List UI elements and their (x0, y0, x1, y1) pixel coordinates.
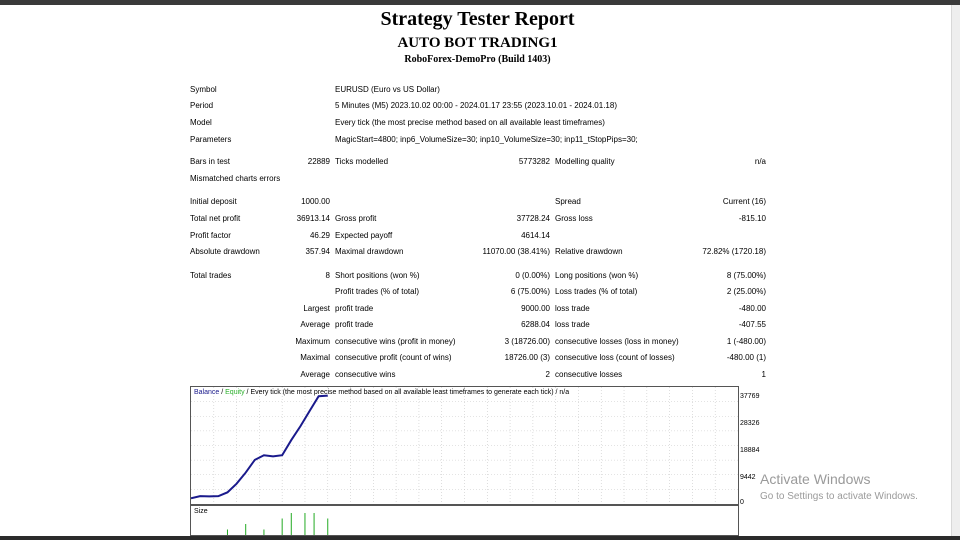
average-profit-label: profit trade (335, 320, 374, 329)
largest-label: Largest (303, 304, 330, 313)
max-drawdown-label: Maximal drawdown (335, 247, 404, 256)
bars-label: Bars in test (190, 157, 231, 166)
maximum-label: Maximum (295, 337, 330, 346)
quality-label: Modelling quality (555, 157, 615, 166)
legend-equity: Equity (225, 389, 245, 396)
report-title: Strategy Tester Report (380, 8, 575, 30)
max-cons-wins-value: 3 (18726.00) (504, 337, 550, 346)
model-value: Every tick (the most precise method base… (335, 118, 605, 127)
gross-profit-value: 37728.24 (516, 214, 550, 223)
gross-profit-label: Gross profit (335, 214, 377, 223)
legend-description: / Every tick (the most precise method ba… (244, 389, 570, 396)
symbol-label: Symbol (190, 85, 217, 94)
avg-cons-wins-label: consecutive wins (335, 370, 396, 379)
total-trades-value: 8 (325, 271, 330, 280)
activate-windows-title: Activate Windows (760, 471, 871, 487)
maximal-label: Maximal (300, 353, 330, 362)
taskbar-strip (0, 536, 960, 540)
loss-trades-value: 2 (25.00%) (726, 287, 766, 296)
profit-factor-value: 46.29 (309, 231, 330, 240)
vertical-scrollbar[interactable] (951, 5, 960, 540)
parameters-label: Parameters (190, 135, 232, 144)
profit-factor-label: Profit factor (190, 231, 231, 240)
y-tick-label: 18884 (740, 447, 760, 454)
expected-payoff-label: Expected payoff (335, 231, 393, 240)
total-trades-label: Total trades (190, 271, 232, 280)
average-label: Average (300, 320, 330, 329)
bars-value: 22889 (307, 157, 330, 166)
ticks-label: Ticks modelled (335, 157, 389, 166)
largest-profit-label: profit trade (335, 304, 374, 313)
initial-deposit-value: 1000.00 (301, 197, 330, 206)
balance-chart: Balance / Equity / Every tick (the most … (190, 386, 739, 505)
symbol-value: EURUSD (Euro vs US Dollar) (335, 85, 440, 94)
mismatch-label: Mismatched charts errors (190, 174, 281, 183)
size-chart: Size (190, 505, 739, 536)
chart-legend: Balance / Equity / Every tick (the most … (194, 389, 569, 396)
long-positions-label: Long positions (won %) (555, 271, 639, 280)
average-loss-value: -407.55 (738, 320, 766, 329)
y-tick-label: 28326 (740, 420, 760, 427)
avg-cons-losses-value: 1 (761, 370, 766, 379)
avg-cons-losses-label: consecutive losses (555, 370, 623, 379)
maximal-cons-loss-label: consecutive loss (count of losses) (555, 353, 675, 362)
y-tick-label: 9442 (740, 474, 756, 481)
abs-drawdown-value: 357.94 (305, 247, 330, 256)
activate-windows-subtitle: Go to Settings to activate Windows. (760, 491, 918, 502)
y-tick-label: 37769 (740, 393, 760, 400)
y-tick-label: 0 (740, 499, 744, 506)
average2-label: Average (300, 370, 330, 379)
legend-balance: Balance (194, 389, 220, 396)
average-profit-value: 6288.04 (521, 320, 550, 329)
parameters-value: MagicStart=4800; inp6_VolumeSize=30; inp… (335, 135, 638, 144)
long-positions-value: 8 (75.00%) (726, 271, 766, 280)
rel-drawdown-label: Relative drawdown (555, 247, 623, 256)
average-loss-label: loss trade (555, 320, 590, 329)
largest-loss-value: -480.00 (738, 304, 766, 313)
expert-name: AUTO BOT TRADING1 (397, 35, 558, 51)
largest-profit-value: 9000.00 (521, 304, 550, 313)
spread-label: Spread (555, 197, 581, 206)
initial-deposit-label: Initial deposit (190, 197, 237, 206)
size-label: Size (194, 508, 208, 515)
balance-line (190, 394, 328, 500)
quality-value: n/a (754, 157, 766, 166)
period-label: Period (190, 101, 214, 110)
loss-trades-label: Loss trades (% of total) (555, 287, 638, 296)
balance-chart-svg (190, 387, 738, 504)
abs-drawdown-label: Absolute drawdown (190, 247, 260, 256)
profit-trades-label: Profit trades (% of total) (335, 287, 420, 296)
gross-loss-label: Gross loss (555, 214, 593, 223)
net-profit-label: Total net profit (190, 214, 241, 223)
max-cons-wins-label: consecutive wins (profit in money) (335, 337, 456, 346)
short-positions-label: Short positions (won %) (335, 271, 420, 280)
period-value: 5 Minutes (M5) 2023.10.02 00:00 - 2024.0… (335, 101, 617, 110)
short-positions-value: 0 (0.00%) (515, 271, 550, 280)
max-cons-losses-label: consecutive losses (loss in money) (555, 337, 679, 346)
max-cons-losses-value: 1 (-480.00) (726, 337, 766, 346)
legend-sep: / (219, 389, 226, 396)
model-label: Model (190, 118, 212, 127)
maximal-cons-profit-value: 18726.00 (3) (504, 353, 550, 362)
expected-payoff-value: 4614.14 (521, 231, 550, 240)
maximal-cons-profit-label: consecutive profit (count of wins) (335, 353, 452, 362)
maximal-cons-loss-value: -480.00 (1) (726, 353, 766, 362)
window-top-bar (0, 0, 960, 5)
gross-loss-value: -815.10 (738, 214, 766, 223)
size-chart-svg (226, 513, 329, 535)
net-profit-value: 36913.14 (296, 214, 330, 223)
rel-drawdown-value: 72.82% (1720.18) (702, 247, 766, 256)
profit-trades-value: 6 (75.00%) (510, 287, 550, 296)
server-name: RoboForex-DemoPro (Build 1403) (404, 54, 551, 65)
avg-cons-wins-value: 2 (545, 370, 550, 379)
ticks-value: 5773282 (518, 157, 550, 166)
largest-loss-label: loss trade (555, 304, 590, 313)
spread-value: Current (16) (722, 197, 766, 206)
max-drawdown-value: 11070.00 (38.41%) (482, 247, 550, 256)
